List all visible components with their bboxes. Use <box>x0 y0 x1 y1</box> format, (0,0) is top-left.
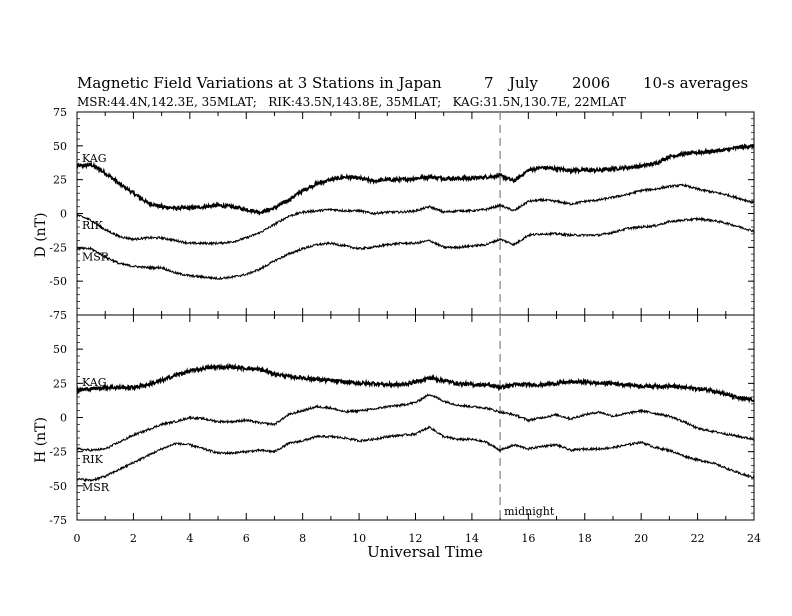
x-tick-label: 16 <box>521 532 535 545</box>
x-tick-label: 6 <box>243 532 250 545</box>
series-label-msr: MSR <box>82 481 110 494</box>
x-tick-label: 2 <box>130 532 137 545</box>
y-tick-label: -25 <box>49 446 67 459</box>
series-label-kag: KAG <box>82 376 107 389</box>
plot-frame <box>76 111 755 316</box>
x-tick-label: 4 <box>186 532 193 545</box>
y-tick-label: -75 <box>49 514 67 527</box>
series-line-msr <box>76 216 755 281</box>
averaging-note: 10-s averages <box>643 74 748 92</box>
y-tick-label: 50 <box>53 140 67 153</box>
x-axis-label: Universal Time <box>367 543 483 561</box>
x-tick-label: 24 <box>747 532 761 545</box>
series-line-kag <box>76 143 755 216</box>
h-axis-label: H (nT) <box>33 417 49 463</box>
series-line-msr <box>76 425 755 483</box>
y-tick-label: 75 <box>53 106 67 119</box>
y-tick-label: 0 <box>60 412 67 425</box>
x-tick-label: 0 <box>74 532 81 545</box>
y-tick-label: -75 <box>49 309 67 322</box>
series-label-kag: KAG <box>82 152 107 165</box>
midnight-annotation: midnight <box>504 505 555 518</box>
x-tick-label: 22 <box>691 532 705 545</box>
date-day: 7 <box>484 74 494 92</box>
d-axis-label: D (nT) <box>33 213 49 258</box>
chart-title: Magnetic Field Variations at 3 Stations … <box>77 74 442 92</box>
y-tick-label: 25 <box>53 174 67 187</box>
x-tick-label: 12 <box>409 532 423 545</box>
plot-frame <box>76 314 755 521</box>
y-tick-label: -25 <box>49 241 67 254</box>
y-tick-label: 25 <box>53 377 67 390</box>
x-tick-label: 10 <box>352 532 366 545</box>
date-month: July <box>507 74 538 92</box>
x-tick-label: 20 <box>634 532 648 545</box>
y-tick-label: 50 <box>53 343 67 356</box>
x-tick-label: 8 <box>299 532 306 545</box>
series-label-rik: RIK <box>82 219 104 232</box>
x-tick-label: 18 <box>578 532 592 545</box>
series-label-rik: RIK <box>82 453 104 466</box>
y-tick-label: 0 <box>60 208 67 221</box>
series-line-rik <box>76 183 755 247</box>
y-tick-label: -50 <box>49 480 67 493</box>
series-line-kag <box>76 362 755 404</box>
series-line-rik <box>76 392 755 452</box>
series-label-msr: MSR <box>82 251 110 264</box>
station-coordinates: MSR:44.4N,142.3E, 35MLAT; RIK:43.5N,143.… <box>77 95 626 109</box>
x-tick-label: 14 <box>465 532 479 545</box>
panel-d: -75 -50 -25 0 25 50 75 KAG RIK MSR <box>49 106 755 322</box>
y-tick-label: -50 <box>49 275 67 288</box>
date-year: 2006 <box>572 74 610 92</box>
